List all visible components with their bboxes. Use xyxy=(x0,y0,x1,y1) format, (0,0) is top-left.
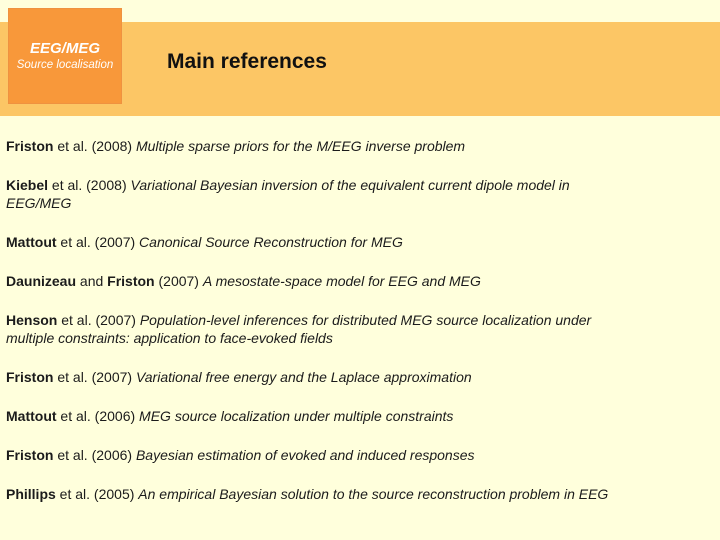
badge-subtitle: Source localisation xyxy=(16,59,114,71)
reference-plain: et al. (2008) xyxy=(53,138,136,154)
reference-item: Daunizeau and Friston (2007) A mesostate… xyxy=(6,272,712,290)
reference-author: Kiebel xyxy=(6,177,49,193)
reference-title: Variational Bayesian inversion of the eq… xyxy=(6,177,570,211)
references-list: Friston et al. (2008) Multiple sparse pr… xyxy=(0,116,720,524)
reference-title: An empirical Bayesian solution to the so… xyxy=(138,486,609,502)
reference-title: Canonical Source Reconstruction for MEG xyxy=(139,234,403,250)
slide-title: Main references xyxy=(167,50,327,73)
reference-plain: et al. (2007) xyxy=(53,369,136,385)
reference-plain: et al. (2007) xyxy=(57,312,140,328)
reference-title: Multiple sparse priors for the M/EEG inv… xyxy=(135,138,466,154)
reference-item: Friston et al. (2006) Bayesian estimatio… xyxy=(6,446,712,464)
reference-plain: et al. (2006) xyxy=(56,408,140,424)
reference-author: Henson xyxy=(6,312,58,328)
reference-author: Daunizeau xyxy=(6,273,77,289)
reference-plain: et al. (2005) xyxy=(55,486,139,502)
reference-author: Friston xyxy=(6,369,54,385)
reference-title: Variational free energy and the Laplace … xyxy=(135,369,472,385)
badge-title: EEG/MEG xyxy=(29,40,100,57)
reference-item: Mattout et al. (2007) Canonical Source R… xyxy=(6,233,712,251)
reference-item: Henson et al. (2007) Population-level in… xyxy=(6,311,712,347)
reference-plain: et al. (2008) xyxy=(48,177,131,193)
reference-plain: (2007) xyxy=(154,273,203,289)
reference-title: A mesostate-space model for EEG and MEG xyxy=(202,273,481,289)
reference-plain: et al. (2007) xyxy=(56,234,140,250)
reference-plain: et al. (2006) xyxy=(53,447,136,463)
reference-author: Phillips xyxy=(6,486,56,502)
reference-item: Phillips et al. (2005) An empirical Baye… xyxy=(6,485,712,503)
reference-item: Kiebel et al. (2008) Variational Bayesia… xyxy=(6,176,712,212)
reference-author: Mattout xyxy=(6,408,57,424)
reference-author: Friston xyxy=(107,273,155,289)
topic-badge: EEG/MEG Source localisation xyxy=(8,8,122,104)
reference-author: Friston xyxy=(6,138,54,154)
reference-title: MEG source localization under multiple c… xyxy=(139,408,454,424)
reference-title: Population-level inferences for distribu… xyxy=(6,312,592,346)
reference-item: Friston et al. (2007) Variational free e… xyxy=(6,368,712,386)
reference-item: Mattout et al. (2006) MEG source localiz… xyxy=(6,407,712,425)
reference-plain: and xyxy=(76,273,108,289)
reference-title: Bayesian estimation of evoked and induce… xyxy=(135,447,475,463)
reference-author: Friston xyxy=(6,447,54,463)
reference-item: Friston et al. (2008) Multiple sparse pr… xyxy=(6,137,712,155)
reference-author: Mattout xyxy=(6,234,57,250)
